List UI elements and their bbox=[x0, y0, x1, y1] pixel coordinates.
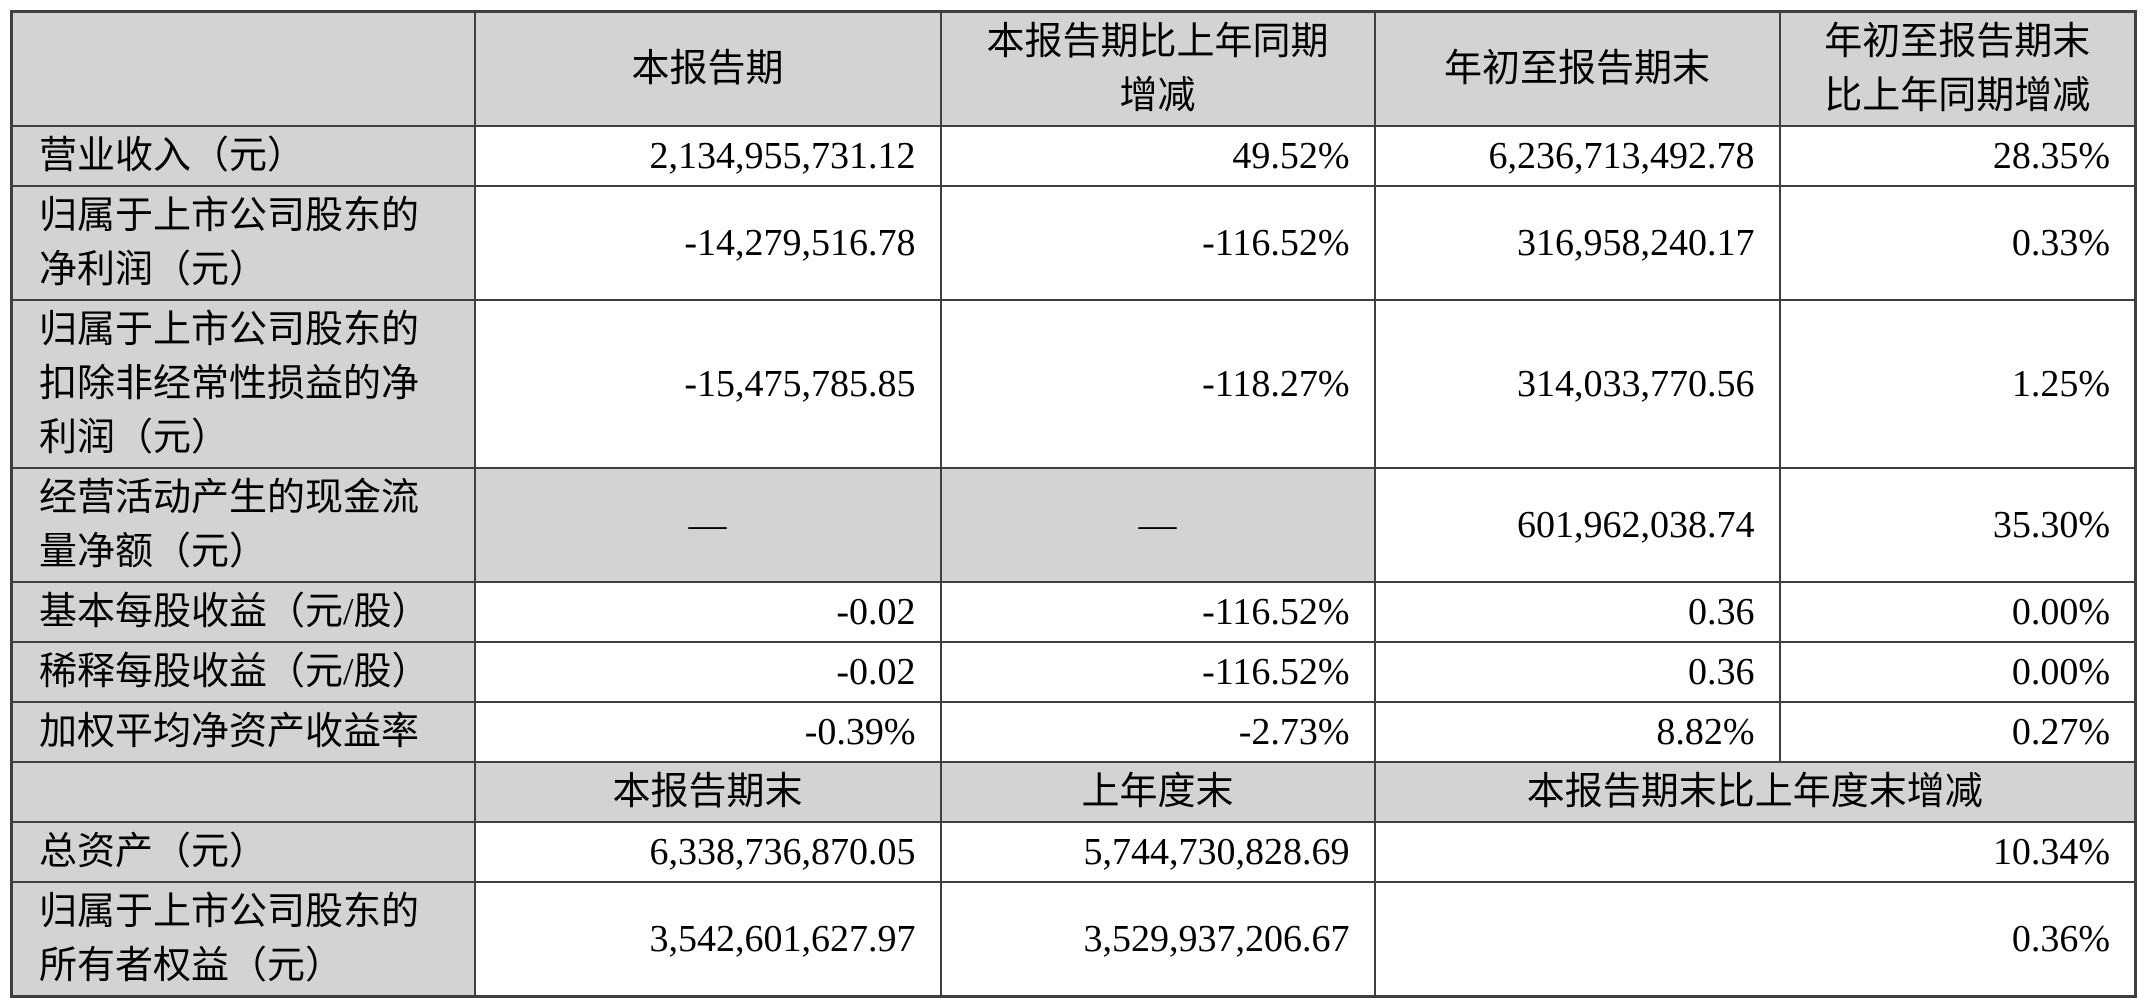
header-blank-cell bbox=[10, 10, 476, 127]
cell-roe-ytd: 8.82% bbox=[1373, 701, 1781, 763]
cell-diluted-eps-ytd: 0.36 bbox=[1373, 641, 1781, 703]
table-row-operating-cash-flow: 经营活动产生的现金流 量净额（元） — — 601,962,038.74 35.… bbox=[10, 467, 2137, 583]
cell-roe-ytd-yoy: 0.27% bbox=[1778, 701, 2137, 763]
cell-nonrecurring-ytd-yoy: 1.25% bbox=[1778, 299, 2137, 469]
cell-diluted-eps-current: -0.02 bbox=[473, 641, 942, 703]
table-row-weighted-avg-roe: 加权平均净资产收益率 -0.39% -2.73% 8.82% 0.27% bbox=[10, 701, 2137, 763]
cell-basic-eps-ytd: 0.36 bbox=[1373, 581, 1781, 643]
table-row-net-profit-excl-nonrecurring: 归属于上市公司股东的 扣除非经常性损益的净 利润（元） -15,475,785.… bbox=[10, 299, 2137, 469]
report-page: 本报告期 本报告期比上年同期 增减 年初至报告期末 年初至报告期末 比上年同期增… bbox=[10, 10, 2137, 998]
header-current-period: 本报告期 bbox=[473, 10, 942, 127]
row-label-operating-cash-flow: 经营活动产生的现金流 量净额（元） bbox=[10, 467, 476, 583]
cell-revenue-ytd: 6,236,713,492.78 bbox=[1373, 125, 1781, 187]
cell-revenue-ytd-yoy: 28.35% bbox=[1778, 125, 2137, 187]
table-row-diluted-eps: 稀释每股收益（元/股） -0.02 -116.52% 0.36 0.00% bbox=[10, 641, 2137, 703]
header-current-period-end: 本报告期末 bbox=[473, 761, 942, 823]
cell-total-assets-current: 6,338,736,870.05 bbox=[473, 821, 942, 883]
cell-roe-current: -0.39% bbox=[473, 701, 942, 763]
cell-basic-eps-current: -0.02 bbox=[473, 581, 942, 643]
cell-basic-eps-ytd-yoy: 0.00% bbox=[1778, 581, 2137, 643]
cell-net-profit-ytd: 316,958,240.17 bbox=[1373, 185, 1781, 301]
table-header-row-period-end: 本报告期末 上年度末 本报告期末比上年度末增减 bbox=[10, 761, 2137, 823]
table-row-shareholders-equity: 归属于上市公司股东的 所有者权益（元） 3,542,601,627.97 3,5… bbox=[10, 881, 2137, 998]
cell-cash-flow-ytd-yoy: 35.30% bbox=[1778, 467, 2137, 583]
cell-net-profit-yoy: -116.52% bbox=[939, 185, 1376, 301]
cell-diluted-eps-ytd-yoy: 0.00% bbox=[1778, 641, 2137, 703]
row-label-basic-eps: 基本每股收益（元/股） bbox=[10, 581, 476, 643]
cell-cash-flow-current-dash: — bbox=[473, 467, 942, 583]
header-prior-year-end: 上年度末 bbox=[939, 761, 1376, 823]
cell-total-assets-prior: 5,744,730,828.69 bbox=[939, 821, 1376, 883]
cell-diluted-eps-yoy: -116.52% bbox=[939, 641, 1376, 703]
cell-net-profit-ytd-yoy: 0.33% bbox=[1778, 185, 2137, 301]
cell-revenue-yoy: 49.52% bbox=[939, 125, 1376, 187]
cell-revenue-current: 2,134,955,731.12 bbox=[473, 125, 942, 187]
cell-nonrecurring-yoy: -118.27% bbox=[939, 299, 1376, 469]
row-label-weighted-avg-roe: 加权平均净资产收益率 bbox=[10, 701, 476, 763]
key-financials-table: 本报告期 本报告期比上年同期 增减 年初至报告期末 年初至报告期末 比上年同期增… bbox=[10, 10, 2137, 998]
cell-equity-prior: 3,529,937,206.67 bbox=[939, 881, 1376, 998]
header2-blank-cell bbox=[10, 761, 476, 823]
row-label-net-profit: 归属于上市公司股东的 净利润（元） bbox=[10, 185, 476, 301]
table-header-row-period: 本报告期 本报告期比上年同期 增减 年初至报告期末 年初至报告期末 比上年同期增… bbox=[10, 10, 2137, 127]
header-change-vs-prior-year-end: 本报告期末比上年度末增减 bbox=[1373, 761, 2137, 823]
row-label-net-profit-excl-nonrecurring: 归属于上市公司股东的 扣除非经常性损益的净 利润（元） bbox=[10, 299, 476, 469]
cell-basic-eps-yoy: -116.52% bbox=[939, 581, 1376, 643]
table-row-total-assets: 总资产（元） 6,338,736,870.05 5,744,730,828.69… bbox=[10, 821, 2137, 883]
header-yoy-change: 本报告期比上年同期 增减 bbox=[939, 10, 1376, 127]
header-ytd-yoy-change: 年初至报告期末 比上年同期增减 bbox=[1778, 10, 2137, 127]
cell-roe-yoy: -2.73% bbox=[939, 701, 1376, 763]
cell-total-assets-change: 10.34% bbox=[1373, 821, 2137, 883]
cell-equity-change: 0.36% bbox=[1373, 881, 2137, 998]
table-row-revenue: 营业收入（元） 2,134,955,731.12 49.52% 6,236,71… bbox=[10, 125, 2137, 187]
table-row-net-profit: 归属于上市公司股东的 净利润（元） -14,279,516.78 -116.52… bbox=[10, 185, 2137, 301]
cell-cash-flow-ytd: 601,962,038.74 bbox=[1373, 467, 1781, 583]
cell-nonrecurring-current: -15,475,785.85 bbox=[473, 299, 942, 469]
table-row-basic-eps: 基本每股收益（元/股） -0.02 -116.52% 0.36 0.00% bbox=[10, 581, 2137, 643]
row-label-diluted-eps: 稀释每股收益（元/股） bbox=[10, 641, 476, 703]
row-label-total-assets: 总资产（元） bbox=[10, 821, 476, 883]
cell-equity-current: 3,542,601,627.97 bbox=[473, 881, 942, 998]
cell-net-profit-current: -14,279,516.78 bbox=[473, 185, 942, 301]
row-label-revenue: 营业收入（元） bbox=[10, 125, 476, 187]
cell-cash-flow-yoy-dash: — bbox=[939, 467, 1376, 583]
header-ytd: 年初至报告期末 bbox=[1373, 10, 1781, 127]
cell-nonrecurring-ytd: 314,033,770.56 bbox=[1373, 299, 1781, 469]
row-label-shareholders-equity: 归属于上市公司股东的 所有者权益（元） bbox=[10, 881, 476, 998]
